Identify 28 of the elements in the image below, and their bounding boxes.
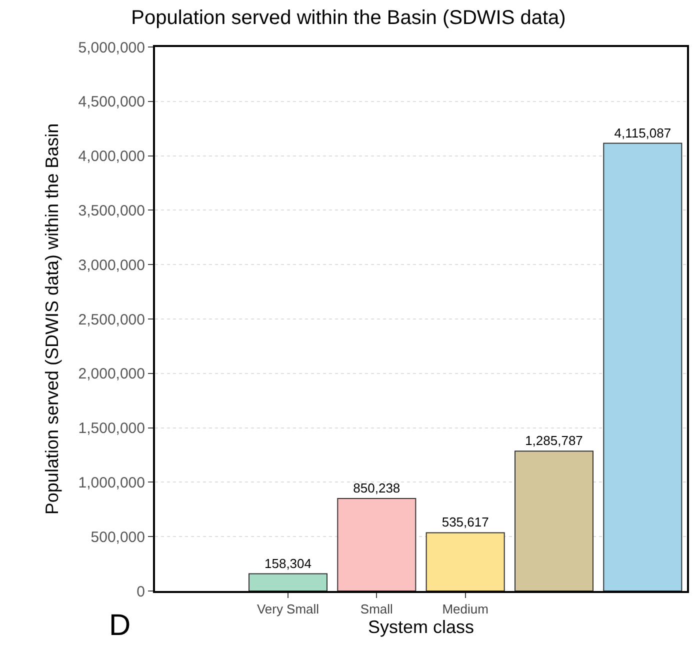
x-tick-label: Medium — [442, 602, 488, 617]
y-tick-label: 1,500,000 — [78, 420, 145, 438]
y-tick-label: 3,500,000 — [78, 202, 145, 220]
bar — [603, 142, 682, 591]
y-tick-label: 1,000,000 — [78, 474, 145, 492]
x-tick-label: Small — [360, 602, 394, 617]
y-tick-label: 4,500,000 — [78, 94, 145, 111]
y-tick-label: 3,000,000 — [78, 256, 145, 274]
y-tick-label: 0 — [136, 583, 145, 600]
bar — [514, 450, 594, 591]
data-label: 535,617 — [442, 514, 489, 530]
y-tick-label: 2,500,000 — [78, 311, 145, 328]
bar — [337, 498, 416, 591]
bar — [248, 573, 328, 591]
y-tick-label: 4,000,000 — [78, 148, 145, 166]
y-tick-label: 5,000,000 — [78, 39, 145, 56]
data-label: 850,238 — [353, 480, 400, 496]
bar — [426, 532, 505, 591]
x-tick-label: Very Small — [256, 602, 320, 617]
data-label: 158,304 — [264, 556, 312, 571]
data-label: 4,115,087 — [614, 125, 672, 140]
y-tick-label: 500,000 — [90, 528, 145, 546]
y-tick-label: 2,000,000 — [78, 366, 145, 383]
x-axis-title: System class — [368, 617, 474, 638]
chart-title: Population served within the Basin (SDWIS data) — [131, 6, 566, 29]
text: D — [109, 609, 131, 642]
data-label: 1,285,787 — [525, 433, 583, 448]
y-axis-title: Population served (SDWIS data) within the Basin — [42, 123, 62, 515]
